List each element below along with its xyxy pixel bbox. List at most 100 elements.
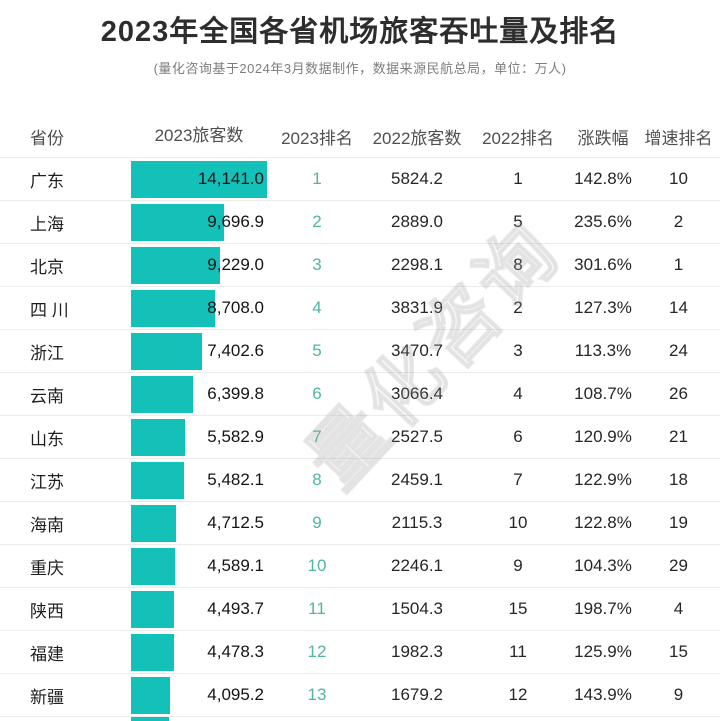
rank-2022-value: 10 bbox=[508, 513, 528, 532]
province-name: 新疆 bbox=[30, 687, 64, 707]
growth-rank-value: 19 bbox=[669, 513, 688, 532]
table-row: 福建 4,478.3 12 1982.3 11 125.9% 15 bbox=[0, 631, 720, 674]
table-row: 浙江 7,402.6 5 3470.7 3 113.3% 24 bbox=[0, 330, 720, 373]
passengers-2022-value: 1504.3 bbox=[391, 599, 443, 618]
passengers-2023-value: 4,589.1 bbox=[207, 556, 264, 575]
passenger-bar bbox=[131, 676, 171, 714]
change-pct-value: 122.8% bbox=[574, 513, 632, 532]
rank-2022-value: 8 bbox=[513, 255, 523, 274]
change-pct-value: 113.3% bbox=[574, 341, 632, 360]
passengers-2023-value: 7,402.6 bbox=[207, 341, 264, 360]
passengers-2022-value: 2527.5 bbox=[391, 427, 443, 446]
passengers-2022-value: 3470.7 bbox=[391, 341, 443, 360]
passengers-2023-value: 4,493.7 bbox=[207, 599, 264, 618]
rank-2022-value: 12 bbox=[508, 685, 528, 704]
page-subtitle: (量化咨询基于2024年3月数据制作，数据来源民航总局，单位：万人) bbox=[153, 61, 567, 76]
rank-2022-value: 9 bbox=[513, 556, 523, 575]
rank-2023-value: 8 bbox=[312, 470, 322, 489]
passengers-2023-value: 5,482.1 bbox=[207, 470, 264, 489]
col-header-2023-passengers: 2023旅客数 bbox=[154, 126, 244, 145]
passenger-bar bbox=[131, 418, 185, 456]
province-name: 云南 bbox=[30, 386, 64, 406]
growth-rank-value: 24 bbox=[669, 341, 688, 360]
passengers-2023-value: 4,478.3 bbox=[207, 642, 264, 661]
col-header-2022-passengers: 2022旅客数 bbox=[372, 128, 462, 148]
rank-2023-value: 9 bbox=[312, 513, 322, 532]
passenger-bar bbox=[131, 246, 220, 284]
col-header-growth-rank: 增速排名 bbox=[644, 128, 713, 148]
rank-2022-value: 5 bbox=[513, 212, 523, 231]
table-row: 云南 6,399.8 6 3066.4 4 108.7% 26 bbox=[0, 373, 720, 416]
change-pct-value: 104.3% bbox=[574, 556, 632, 575]
change-pct-value: 125.9% bbox=[574, 642, 632, 661]
passengers-2022-value: 1679.2 bbox=[391, 685, 443, 704]
rank-2023-value: 5 bbox=[312, 341, 322, 360]
province-name: 浙江 bbox=[30, 343, 64, 363]
rank-2023-value: 13 bbox=[307, 685, 327, 704]
table-row: 广东 14,141.0 1 5824.2 1 142.8% 10 bbox=[0, 158, 720, 201]
growth-rank-value: 18 bbox=[669, 470, 688, 489]
passengers-2022-value: 3831.9 bbox=[391, 298, 443, 317]
province-name: 四 川 bbox=[30, 300, 69, 320]
rank-2023-value: 12 bbox=[307, 642, 327, 661]
passenger-bar bbox=[131, 375, 193, 413]
growth-rank-value: 14 bbox=[669, 298, 688, 317]
growth-rank-value: 4 bbox=[673, 599, 684, 618]
table-header: 省份 2023旅客数 2023排名 2022旅客数 2022排名 涨跌幅 增速排… bbox=[0, 115, 720, 158]
col-header-2022-rank: 2022排名 bbox=[482, 128, 554, 148]
rank-2023-value: 10 bbox=[307, 556, 327, 575]
rank-2023-value: 2 bbox=[312, 212, 322, 231]
passengers-2023-value: 5,582.9 bbox=[207, 427, 264, 446]
growth-rank-value: 29 bbox=[669, 556, 688, 575]
passengers-2023-bar-cell: 8,708.0 bbox=[131, 287, 267, 329]
table-row: 陕西 4,493.7 11 1504.3 15 198.7% 4 bbox=[0, 588, 720, 631]
table-row: 北京 9,229.0 3 2298.1 8 301.6% 1 bbox=[0, 244, 720, 287]
passengers-2023-bar-cell: 9,696.9 bbox=[131, 201, 267, 243]
rank-2023-value: 4 bbox=[312, 298, 322, 317]
passengers-2022-value: 2246.1 bbox=[391, 556, 443, 575]
passengers-2023-bar-cell bbox=[131, 717, 267, 721]
growth-rank-value: 26 bbox=[669, 384, 688, 403]
passengers-2023-bar-cell: 4,589.1 bbox=[131, 545, 267, 587]
passengers-2023-bar-cell: 6,399.8 bbox=[131, 373, 267, 415]
province-name: 山东 bbox=[30, 429, 64, 449]
passengers-2023-value: 6,399.8 bbox=[207, 384, 264, 403]
passengers-2022-value: 1982.3 bbox=[391, 642, 443, 661]
passengers-2022-value: 2459.1 bbox=[391, 470, 443, 489]
passengers-2023-bar-cell: 4,493.7 bbox=[131, 588, 267, 630]
rank-2022-value: 11 bbox=[509, 642, 527, 661]
province-name: 北京 bbox=[30, 257, 64, 277]
province-name: 江苏 bbox=[30, 472, 64, 492]
table-row: 海南 4,712.5 9 2115.3 10 122.8% 19 bbox=[0, 502, 720, 545]
province-name: 陕西 bbox=[30, 601, 64, 621]
col-header-province: 省份 bbox=[30, 128, 64, 148]
passenger-bar bbox=[131, 547, 176, 585]
passengers-2022-value: 2115.3 bbox=[391, 513, 443, 532]
growth-rank-value: 15 bbox=[669, 642, 688, 661]
table-row: 江苏 5,482.1 8 2459.1 7 122.9% 18 bbox=[0, 459, 720, 502]
passengers-2023-value: 4,712.5 bbox=[207, 513, 264, 532]
rank-2023-value: 6 bbox=[312, 384, 322, 403]
change-pct-value: 142.8% bbox=[574, 169, 632, 188]
growth-rank-value: 21 bbox=[669, 427, 688, 446]
passengers-2022-value: 3066.4 bbox=[391, 384, 443, 403]
rank-2022-value: 7 bbox=[513, 470, 523, 489]
passengers-2023-value: 4,095.2 bbox=[207, 685, 264, 704]
passengers-2022-value: 5824.2 bbox=[391, 169, 443, 188]
table-row-partial bbox=[0, 717, 720, 721]
province-name: 上海 bbox=[30, 214, 64, 234]
passengers-2023-bar-cell: 4,478.3 bbox=[131, 631, 267, 673]
rank-2023-value: 11 bbox=[308, 599, 326, 618]
passengers-2023-value: 8,708.0 bbox=[207, 298, 264, 317]
rank-2022-value: 15 bbox=[508, 599, 528, 618]
passengers-2023-bar-cell: 14,141.0 bbox=[131, 158, 267, 200]
passengers-2023-bar-cell: 4,095.2 bbox=[131, 674, 267, 716]
growth-rank-value: 2 bbox=[673, 212, 684, 231]
change-pct-value: 122.9% bbox=[574, 470, 632, 489]
passenger-bar bbox=[131, 461, 184, 499]
passenger-bar bbox=[131, 203, 225, 241]
ranking-table: 省份 2023旅客数 2023排名 2022旅客数 2022排名 涨跌幅 增速排… bbox=[0, 115, 720, 721]
col-header-change-pct: 涨跌幅 bbox=[577, 128, 629, 148]
passengers-2023-bar-cell: 5,582.9 bbox=[131, 416, 267, 458]
